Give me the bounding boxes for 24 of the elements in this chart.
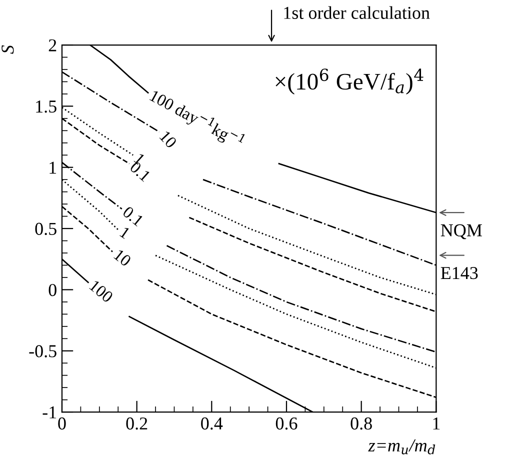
x-tick-label: 0	[58, 417, 66, 430]
annotation: NQM	[440, 224, 482, 240]
y-tick-label: 1.5	[36, 100, 56, 113]
y-axis-title: S	[2, 45, 14, 54]
x-tick-label: 0.8	[350, 417, 372, 430]
text: 1st order calculation	[284, 6, 430, 19]
x-axis-title: z=m$_{u}$/m$_{d}$	[368, 439, 436, 454]
y-tick-label: 0.5	[35, 222, 56, 236]
annotation: ×(10$^{6}$ GeV/f$_{a}$)$^{4}$	[276, 68, 424, 94]
text: 10	[159, 130, 178, 149]
text: E143	[440, 266, 478, 280]
y-tick-label: 1	[50, 162, 56, 174]
text: 1	[120, 226, 131, 239]
x-tick-label: 0.6	[276, 417, 298, 430]
text: 0.1	[122, 206, 144, 227]
x-tick-label: 0.2	[126, 417, 148, 430]
text: 100	[88, 280, 114, 304]
y-tick-label: -1	[42, 406, 56, 418]
text: 10	[113, 248, 132, 267]
y-tick-label: 2	[48, 39, 56, 52]
y-tick-label: -0.5	[29, 345, 56, 358]
x-tick-label: 1	[433, 418, 440, 430]
y-tick-label: 0	[48, 284, 56, 296]
x-tick-label: 0.4	[201, 417, 223, 430]
